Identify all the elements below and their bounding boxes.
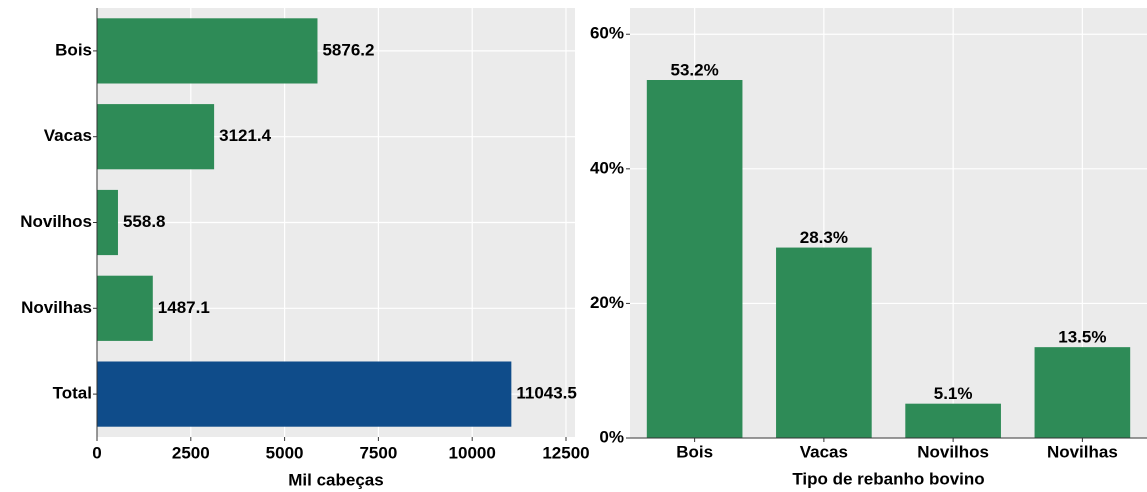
bar — [776, 247, 872, 438]
y-tick-label: Vacas — [44, 126, 92, 145]
bar — [97, 18, 318, 84]
y-tick-label: 0% — [599, 427, 624, 446]
value-label: 28.3% — [800, 228, 848, 247]
bar — [97, 104, 215, 170]
y-tick-label: 60% — [590, 24, 624, 43]
value-label: 1487.1 — [158, 298, 210, 317]
bar — [646, 80, 743, 439]
value-label: 3121.4 — [219, 126, 272, 145]
value-label: 11043.5 — [516, 384, 577, 403]
x-tick-label: 5000 — [266, 443, 304, 462]
y-tick-label: Novilhas — [21, 298, 92, 317]
x-tick-label: Novilhos — [917, 442, 989, 461]
value-label: 5876.2 — [322, 40, 374, 59]
bar — [1034, 347, 1131, 438]
x-tick-label: Novilhas — [1047, 442, 1118, 461]
x-tick-label: 2500 — [172, 443, 210, 462]
y-tick-label: Novilhos — [20, 212, 92, 231]
y-tick-label: Total — [53, 384, 92, 403]
x-tick-label: 0 — [92, 443, 101, 462]
y-tick-label: 20% — [590, 293, 624, 312]
x-tick-label: 12500 — [542, 443, 589, 462]
bar — [97, 275, 153, 341]
value-label: 558.8 — [123, 212, 166, 231]
x-tick-label: 10000 — [449, 443, 496, 462]
y-tick-label: 40% — [590, 158, 624, 177]
y-tick-label: Bois — [55, 40, 92, 59]
x-tick-label: Bois — [676, 442, 713, 461]
bar — [97, 361, 512, 427]
value-label: 13.5% — [1058, 328, 1106, 347]
x-axis-title: Mil cabeças — [288, 470, 383, 489]
x-tick-label: Vacas — [800, 442, 848, 461]
x-axis-title: Tipo de rebanho bovino — [792, 469, 984, 488]
x-tick-label: 7500 — [359, 443, 397, 462]
value-label: 53.2% — [671, 60, 719, 79]
value-label: 5.1% — [934, 384, 973, 403]
bar — [97, 189, 118, 256]
bar — [905, 403, 1001, 438]
